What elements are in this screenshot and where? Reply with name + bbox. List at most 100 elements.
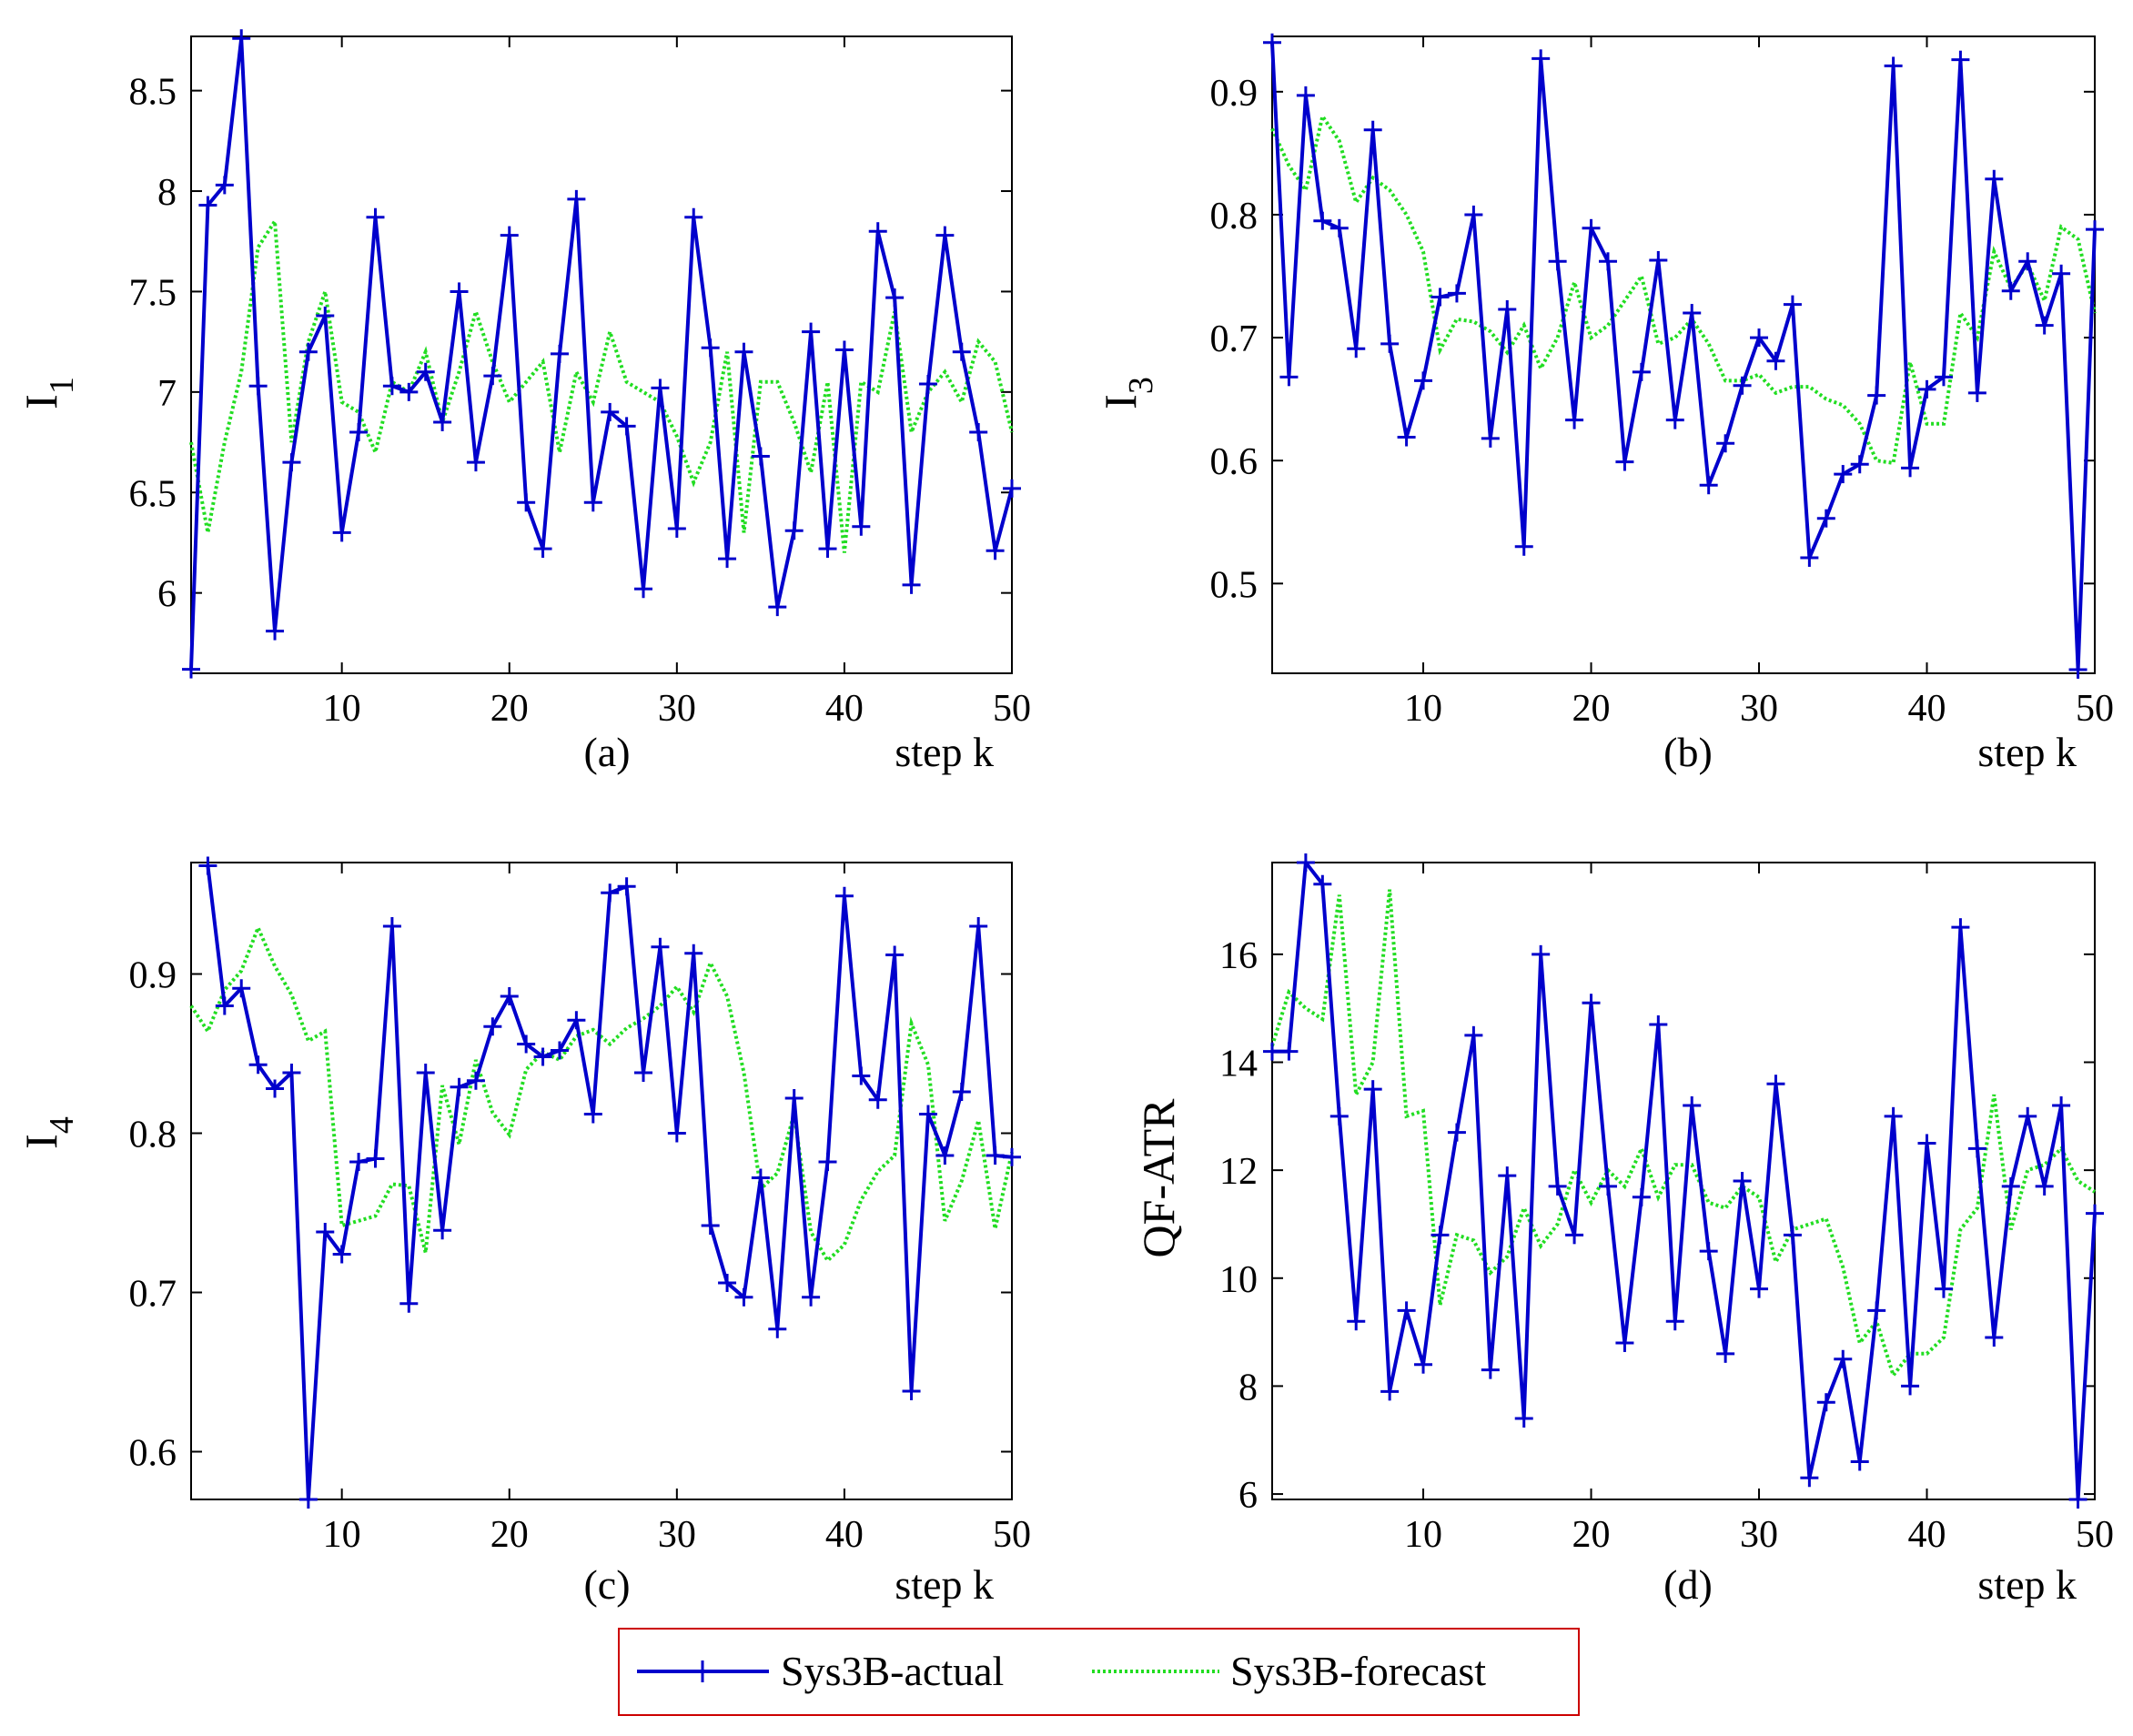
actual-point-marker [1464, 205, 1483, 224]
actual-point-marker [1750, 1279, 1769, 1298]
y-tick-label: 0.6 [1210, 441, 1259, 483]
actual-point-marker [500, 987, 519, 1005]
actual-point-marker [718, 550, 737, 569]
actual-point-marker [834, 340, 854, 359]
actual-point-marker [1397, 428, 1416, 447]
x-tick-label: 30 [1740, 1514, 1778, 1556]
actual-point-marker [684, 944, 703, 963]
actual-point-marker [1565, 410, 1584, 429]
actual-point-marker [1363, 1080, 1382, 1099]
panel-a-xlabel: step k [895, 729, 994, 775]
actual-point-marker [316, 1223, 335, 1241]
x-tick-label: 20 [490, 688, 529, 730]
actual-point-marker [1313, 874, 1332, 893]
actual-point-marker [1783, 1226, 1802, 1245]
panel-b-xlabel: step k [1977, 729, 2077, 775]
actual-point-marker [500, 226, 519, 245]
actual-point-marker [1582, 994, 1601, 1013]
actual-point-marker [1313, 211, 1332, 230]
panel-b: 10 20 30 40 50 0.5 0.6 0.7 0.8 0.9 I3 (b) step k [1095, 33, 2114, 775]
actual-point-marker [818, 540, 837, 559]
actual-point-marker [266, 1079, 285, 1098]
actual-point-marker [1800, 1469, 1819, 1488]
actual-point-marker [1615, 1333, 1634, 1352]
series-forecast-line [1270, 111, 2097, 466]
actual-point-marker [215, 996, 234, 1015]
panel-c-ylabel: I4 [15, 1116, 81, 1149]
actual-point-marker [583, 493, 602, 512]
actual-point-marker [1598, 252, 1617, 271]
actual-point-marker [1279, 368, 1299, 387]
actual-point-marker [433, 1221, 452, 1240]
actual-point-marker [282, 453, 301, 472]
y-tick-label: 0.6 [129, 1433, 177, 1475]
actual-point-marker [617, 877, 636, 896]
actual-point-marker [1464, 1025, 1483, 1045]
x-tick-label: 40 [825, 688, 864, 730]
actual-point-marker [215, 176, 234, 195]
actual-point-marker [784, 521, 804, 540]
legend-actual-label: Sys3B-actual [781, 1648, 1004, 1694]
actual-point-marker [433, 412, 452, 431]
actual-point-marker [1867, 386, 1886, 405]
actual-point-marker [1380, 1382, 1400, 1401]
actual-point-marker [1917, 1134, 1936, 1153]
actual-point-marker [1985, 169, 2004, 188]
panel-d-frame [1271, 862, 2096, 1500]
series-actual-line [189, 36, 1014, 670]
actual-point-marker [483, 1017, 502, 1036]
actual-point-marker [601, 402, 620, 421]
actual-point-marker [768, 598, 787, 617]
actual-point-marker [818, 1153, 837, 1171]
x-tick-label: 40 [1908, 688, 1946, 730]
actual-point-marker [1850, 1452, 1869, 1471]
actual-point-marker [1800, 548, 1819, 567]
x-tick-label: 20 [1572, 1514, 1611, 1556]
actual-point-marker [332, 523, 351, 542]
actual-point-marker [1347, 1312, 1366, 1331]
actual-point-marker [1834, 1349, 1853, 1368]
panel-b-frame [1271, 35, 2096, 674]
panel-d-caption: (d) [1663, 1561, 1713, 1608]
actual-point-marker [1901, 459, 1920, 478]
actual-point-marker [298, 342, 318, 361]
actual-point-marker [1481, 429, 1500, 448]
y-tick-label: 0.8 [129, 1115, 177, 1156]
actual-point-marker [1397, 1301, 1416, 1320]
actual-point-marker [1548, 252, 1567, 271]
x-tick-label: 30 [658, 688, 696, 730]
actual-point-marker [1565, 1226, 1584, 1245]
actual-point-marker [198, 856, 217, 875]
actual-point-marker [1934, 1279, 1953, 1298]
actual-point-marker [1598, 1176, 1617, 1196]
actual-point-marker [550, 1041, 569, 1060]
legend-forecast-label: Sys3B-forecast [1230, 1648, 1486, 1694]
actual-point-marker [868, 1090, 887, 1109]
actual-point-marker [1934, 368, 1953, 387]
actual-point-marker [902, 1382, 921, 1400]
actual-point-marker [918, 375, 937, 394]
actual-point-marker [718, 1274, 737, 1292]
actual-point-marker [885, 945, 905, 964]
actual-point-marker [1430, 1226, 1450, 1245]
actual-point-marker [1347, 339, 1366, 358]
y-tick-label: 6.5 [129, 473, 177, 515]
actual-point-marker [1967, 383, 1986, 402]
panel-c-xlabel: step k [895, 1561, 994, 1608]
actual-point-marker [1632, 1187, 1651, 1206]
panel-b-plot: 10 20 30 40 50 0.5 0.6 0.7 0.8 0.9 [1210, 33, 2114, 730]
actual-point-marker [2068, 1490, 2088, 1509]
x-tick-label: 10 [323, 1514, 361, 1556]
actual-point-marker [1665, 410, 1684, 429]
actual-point-marker [1884, 56, 1903, 76]
actual-point-marker [1514, 537, 1533, 556]
actual-point-marker [517, 1035, 536, 1054]
y-tick-label: 0.7 [129, 1274, 177, 1316]
actual-point-marker [2052, 1095, 2071, 1115]
actual-point-marker [784, 1089, 804, 1107]
actual-point-marker [1750, 328, 1769, 348]
series-forecast-line [1270, 889, 2097, 1379]
actual-point-marker [2001, 1176, 2020, 1196]
actual-point-marker [1279, 1042, 1299, 1061]
actual-point-marker [1329, 218, 1349, 237]
